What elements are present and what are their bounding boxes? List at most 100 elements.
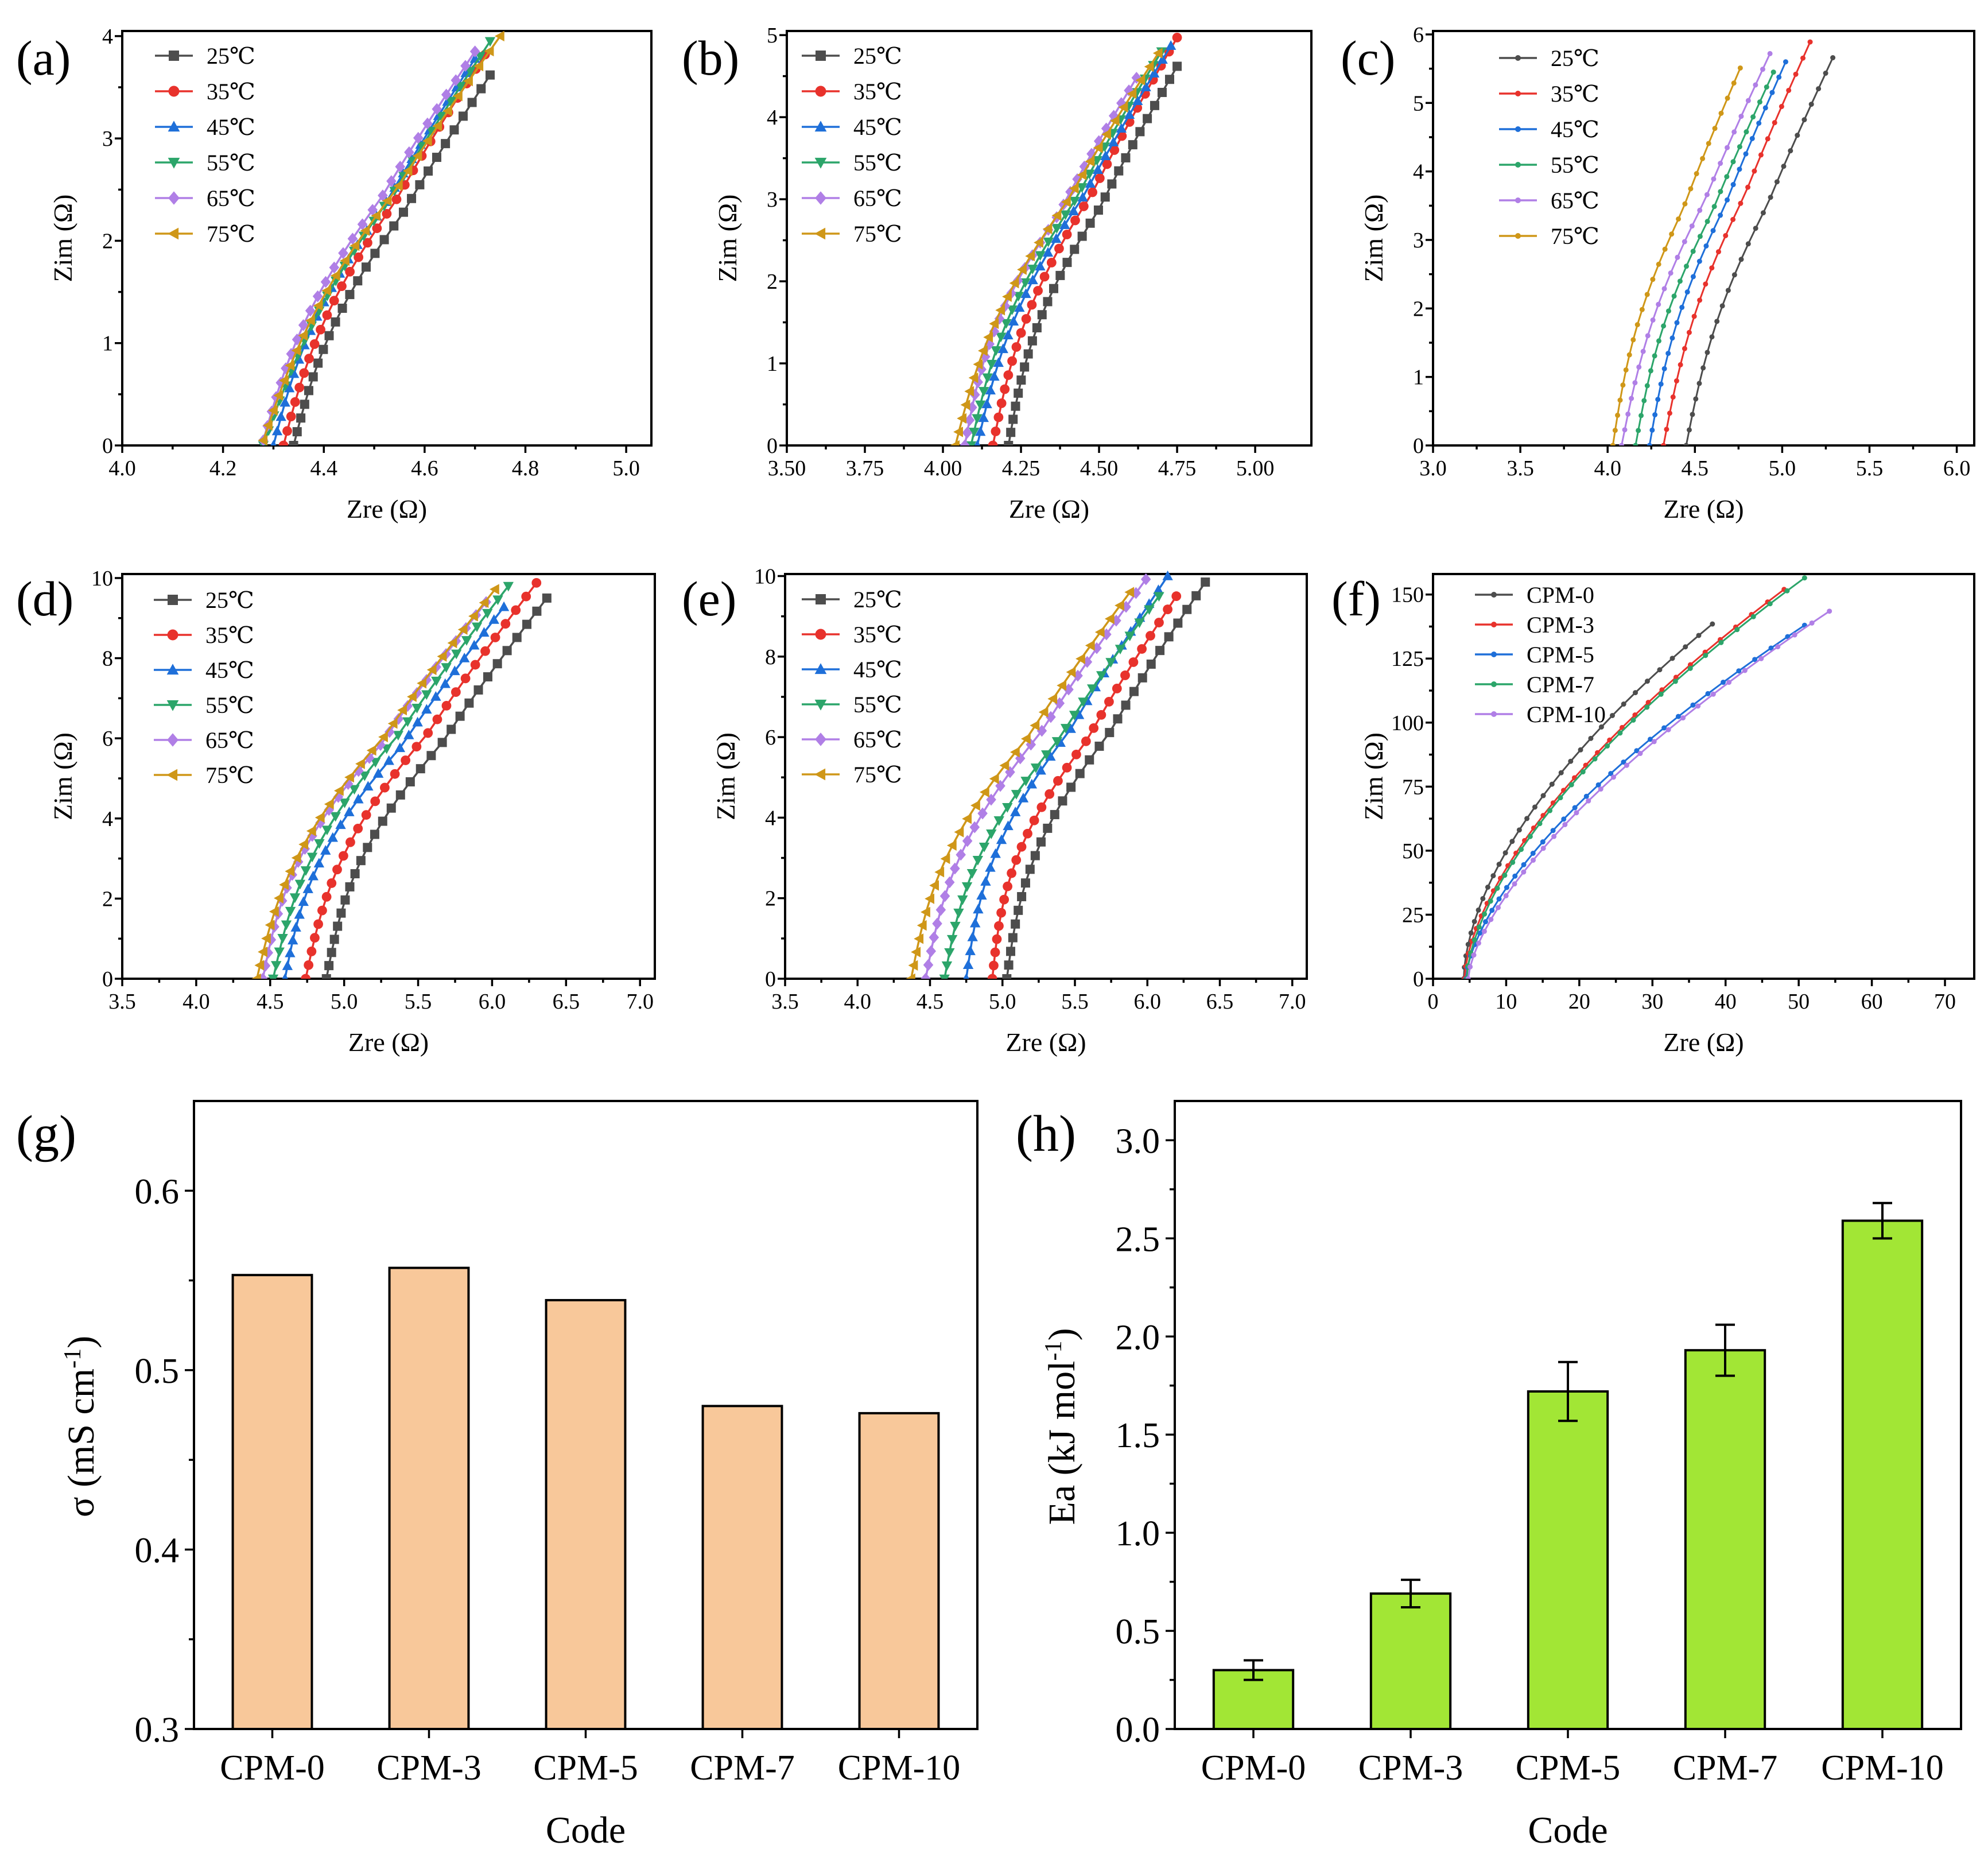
data-point <box>363 843 372 852</box>
data-point <box>1598 786 1603 792</box>
data-point <box>929 931 939 944</box>
data-point <box>925 893 934 904</box>
data-point <box>1736 668 1742 674</box>
y-tick-label: 0 <box>767 434 778 458</box>
series-line <box>1663 41 1811 445</box>
x-tick-label: 3.50 <box>768 456 806 480</box>
data-point <box>1531 857 1536 863</box>
data-point <box>531 577 542 588</box>
data-point <box>1471 937 1477 943</box>
legend-item: 65℃ <box>802 727 902 753</box>
data-point <box>331 317 340 327</box>
data-point <box>1725 145 1730 150</box>
data-point <box>956 848 966 861</box>
y-tick-label: 125 <box>1391 647 1424 671</box>
data-point <box>1144 605 1155 615</box>
data-point <box>387 718 398 729</box>
data-point <box>271 425 283 436</box>
data-point <box>1512 881 1517 887</box>
data-point <box>292 427 302 437</box>
data-point <box>1783 59 1788 65</box>
data-point <box>1670 394 1676 400</box>
legend-item: 25℃ <box>1499 45 1599 71</box>
data-point <box>340 255 350 266</box>
legend-label: 55℃ <box>853 150 902 176</box>
data-point <box>1102 159 1112 169</box>
legend-label: 75℃ <box>207 221 255 247</box>
data-point <box>327 878 337 888</box>
data-point <box>1036 837 1046 847</box>
series-line <box>1005 581 1206 979</box>
data-point <box>987 974 997 979</box>
data-point <box>458 111 468 121</box>
data-point <box>350 240 360 251</box>
data-point <box>1065 723 1076 733</box>
data-point <box>1504 885 1509 890</box>
data-point <box>413 131 424 144</box>
x-tick-label: 4.5 <box>917 990 944 1014</box>
data-point <box>1021 314 1031 324</box>
data-point <box>940 853 950 864</box>
y-tick-label: 0.6 <box>135 1172 180 1211</box>
data-point <box>1018 792 1029 802</box>
data-point <box>1100 192 1110 202</box>
data-point <box>973 359 983 370</box>
data-point <box>1096 710 1106 720</box>
data-point <box>267 974 279 979</box>
data-point <box>1516 827 1522 833</box>
data-point <box>982 373 993 383</box>
panel-label: (d) <box>16 571 73 626</box>
series-75℃ <box>906 587 1135 979</box>
data-point <box>288 935 298 945</box>
y-tick-label: 0.4 <box>135 1531 180 1570</box>
data-point <box>430 691 441 701</box>
data-point <box>336 908 346 918</box>
data-point <box>1672 679 1678 684</box>
data-point <box>271 961 282 971</box>
data-point <box>1726 680 1732 685</box>
data-point <box>976 890 987 900</box>
data-point <box>339 798 350 808</box>
x-tick-label: 4.0 <box>108 456 136 480</box>
data-point <box>411 687 422 699</box>
data-point <box>258 947 267 957</box>
data-point <box>449 125 459 135</box>
data-point <box>1008 316 1019 326</box>
data-point <box>1488 917 1494 922</box>
data-point <box>335 819 346 829</box>
legend-label: CPM-3 <box>1527 612 1594 638</box>
data-point <box>1146 631 1155 641</box>
data-point <box>302 883 313 893</box>
data-point <box>962 427 973 439</box>
data-point <box>993 357 1004 367</box>
data-point <box>981 398 992 409</box>
data-point <box>1047 693 1058 704</box>
data-point <box>411 704 422 714</box>
y-axis-title: Zim (Ω) <box>711 732 740 820</box>
data-point <box>1140 573 1151 586</box>
x-tick-label: 6.0 <box>1134 990 1162 1014</box>
data-point <box>1710 621 1715 627</box>
data-point <box>1724 174 1730 180</box>
y-tick-label: 4 <box>765 806 776 830</box>
x-tick-label: CPM-3 <box>376 1749 482 1788</box>
series-35℃ <box>1661 39 1813 445</box>
data-point <box>426 127 437 137</box>
y-tick-label: 5 <box>1413 91 1424 115</box>
y-axis-title: Zim (Ω) <box>1359 195 1388 282</box>
data-point <box>354 252 364 262</box>
x-tick-label: 3.5 <box>1506 456 1534 480</box>
data-point <box>1115 600 1124 611</box>
data-point <box>1471 918 1477 924</box>
data-point <box>483 672 492 682</box>
data-point <box>1007 305 1018 315</box>
data-point <box>1163 604 1172 614</box>
data-point <box>1004 441 1014 445</box>
data-point <box>370 796 380 807</box>
data-point <box>282 973 288 979</box>
y-tick-label: 10 <box>754 565 776 589</box>
data-point <box>963 973 969 979</box>
data-point <box>1078 697 1089 708</box>
data-point <box>1027 274 1038 285</box>
data-point <box>964 386 974 397</box>
